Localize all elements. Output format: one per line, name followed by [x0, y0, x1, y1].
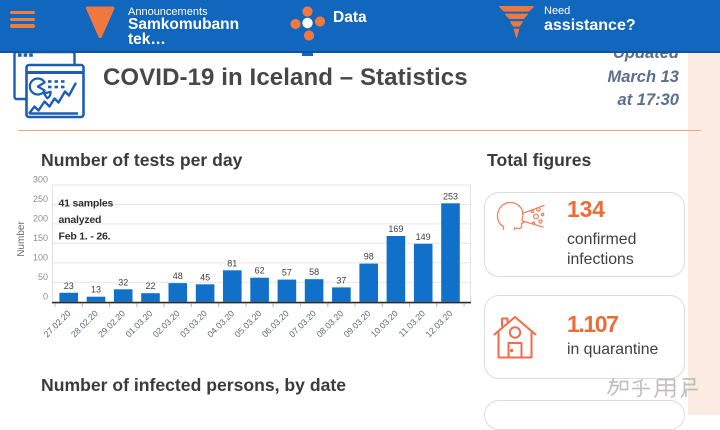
svg-text:98: 98 [364, 252, 374, 262]
svg-text:07.03.20: 07.03.20 [287, 308, 318, 339]
svg-text:32: 32 [118, 277, 128, 287]
svg-text:28.02.20: 28.02.20 [69, 308, 100, 339]
svg-text:10.03.20: 10.03.20 [369, 308, 400, 339]
svg-text:12.03.20: 12.03.20 [423, 308, 454, 339]
svg-text:169: 169 [388, 224, 403, 234]
svg-text:Number: Number [16, 221, 27, 257]
svg-text:Feb 1. - 26.: Feb 1. - 26. [59, 230, 111, 242]
svg-text:22: 22 [145, 281, 155, 291]
svg-text:48: 48 [173, 271, 183, 281]
svg-text:57: 57 [282, 268, 292, 278]
svg-text:02.03.20: 02.03.20 [151, 308, 182, 339]
svg-text:58: 58 [309, 267, 319, 277]
svg-text:27.02.20: 27.02.20 [42, 308, 73, 339]
svg-text:06.03.20: 06.03.20 [260, 308, 291, 339]
svg-text:50: 50 [38, 272, 48, 282]
svg-text:0: 0 [43, 291, 48, 301]
svg-text:45: 45 [200, 272, 210, 282]
svg-text:62: 62 [255, 266, 265, 276]
svg-text:23: 23 [64, 281, 74, 291]
svg-text:81: 81 [227, 258, 237, 268]
svg-text:09.03.20: 09.03.20 [342, 308, 373, 339]
svg-text:200: 200 [33, 213, 48, 223]
svg-text:analyzed: analyzed [59, 214, 102, 226]
svg-text:05.03.20: 05.03.20 [233, 308, 264, 339]
svg-text:300: 300 [33, 175, 48, 185]
svg-text:41 samples: 41 samples [59, 198, 114, 210]
svg-text:13: 13 [91, 285, 101, 295]
svg-text:250: 250 [33, 194, 48, 204]
svg-text:03.03.20: 03.03.20 [178, 308, 209, 339]
svg-text:100: 100 [33, 252, 48, 262]
svg-text:11.03.20: 11.03.20 [397, 308, 428, 339]
svg-text:29.02.20: 29.02.20 [96, 308, 127, 339]
svg-text:08.03.20: 08.03.20 [314, 308, 345, 339]
svg-text:149: 149 [416, 232, 431, 242]
svg-text:150: 150 [33, 233, 48, 243]
svg-text:01.03.20: 01.03.20 [123, 308, 154, 339]
svg-text:37: 37 [336, 275, 346, 285]
svg-text:253: 253 [443, 191, 458, 201]
svg-text:04.03.20: 04.03.20 [205, 308, 236, 339]
